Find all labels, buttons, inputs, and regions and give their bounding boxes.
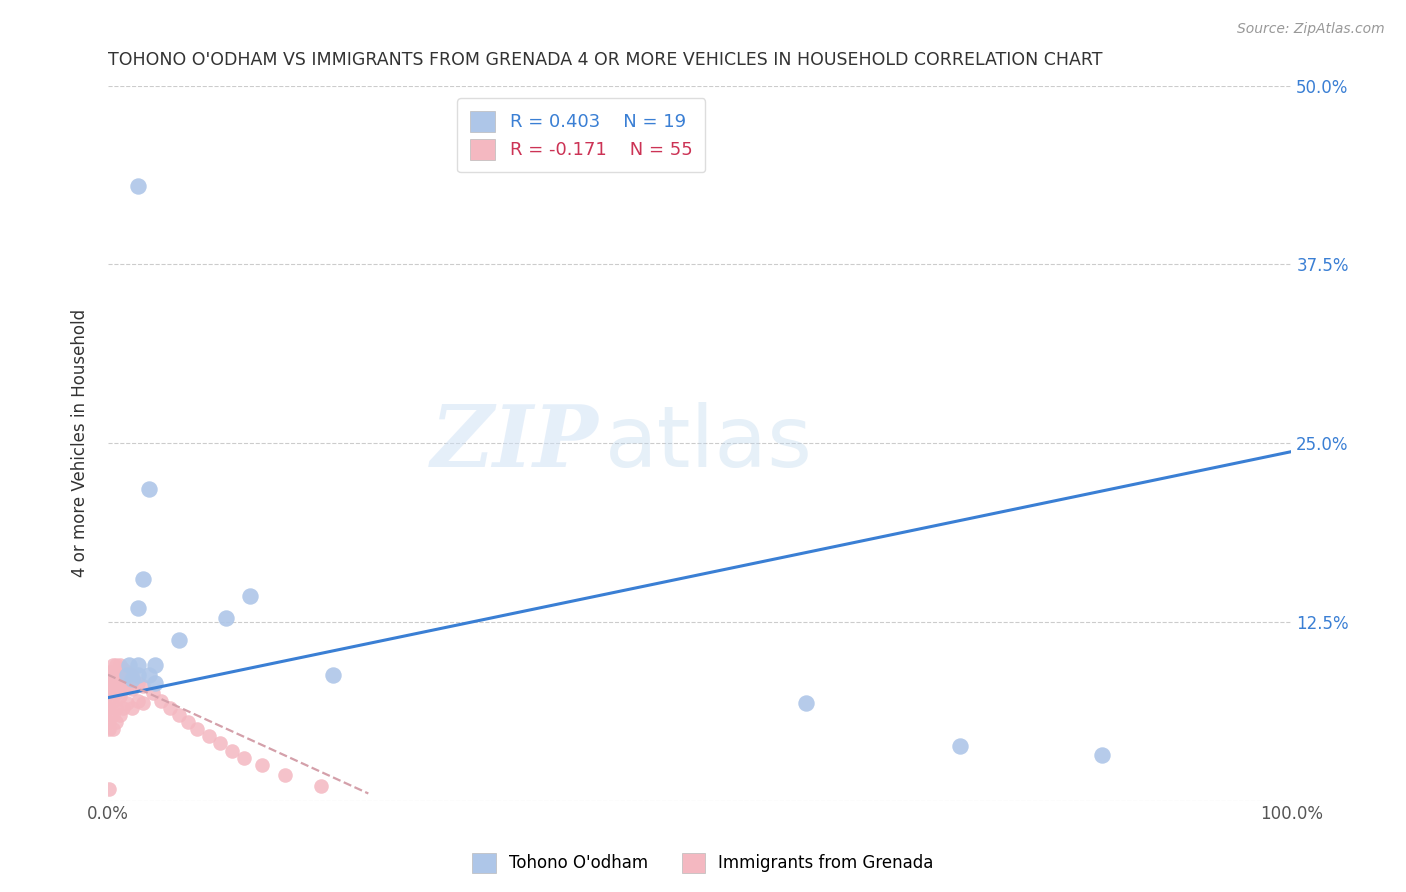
Point xyxy=(101,665,124,679)
Text: TOHONO O'ODHAM VS IMMIGRANTS FROM GRENADA 4 OR MORE VEHICLES IN HOUSEHOLD CORREL: TOHONO O'ODHAM VS IMMIGRANTS FROM GRENAD… xyxy=(108,51,1102,69)
Point xyxy=(98,679,121,693)
Point xyxy=(138,482,160,496)
Point xyxy=(167,633,190,648)
Point xyxy=(98,665,121,679)
Point xyxy=(98,693,121,707)
Point xyxy=(197,729,219,743)
Point xyxy=(143,676,166,690)
Point xyxy=(949,739,972,754)
Point xyxy=(177,714,200,729)
Point xyxy=(115,679,138,693)
Point xyxy=(98,707,121,722)
Point xyxy=(127,667,149,681)
Point xyxy=(322,667,344,681)
Point xyxy=(143,657,166,672)
Point xyxy=(105,676,128,690)
Point xyxy=(101,722,124,736)
Point xyxy=(105,714,128,729)
Y-axis label: 4 or more Vehicles in Household: 4 or more Vehicles in Household xyxy=(72,309,89,577)
Point xyxy=(115,665,138,679)
Point xyxy=(121,672,143,686)
Point xyxy=(108,690,131,704)
Point xyxy=(115,667,138,681)
Point xyxy=(98,782,121,797)
Legend: R = 0.403    N = 19, R = -0.171    N = 55: R = 0.403 N = 19, R = -0.171 N = 55 xyxy=(457,98,706,172)
Point xyxy=(215,610,238,624)
Point xyxy=(118,657,141,672)
Point xyxy=(101,707,124,722)
Point xyxy=(112,662,135,676)
Point xyxy=(121,700,143,714)
Point xyxy=(121,667,143,681)
Text: ZIP: ZIP xyxy=(432,401,599,485)
Point xyxy=(1091,747,1114,762)
Point xyxy=(105,700,128,714)
Point xyxy=(250,757,273,772)
Point xyxy=(127,657,149,672)
Legend: Tohono O'odham, Immigrants from Grenada: Tohono O'odham, Immigrants from Grenada xyxy=(465,847,941,880)
Point xyxy=(142,686,165,700)
Point xyxy=(132,679,155,693)
Point xyxy=(239,589,262,603)
Point xyxy=(112,681,135,696)
Point xyxy=(127,693,149,707)
Point xyxy=(115,697,138,711)
Point xyxy=(132,697,155,711)
Point xyxy=(127,600,149,615)
Point xyxy=(121,681,143,696)
Point xyxy=(150,693,173,707)
Point xyxy=(101,657,124,672)
Point xyxy=(105,667,128,681)
Point xyxy=(159,700,181,714)
Point xyxy=(105,686,128,700)
Point xyxy=(98,722,121,736)
Point xyxy=(108,707,131,722)
Point xyxy=(233,750,256,764)
Point xyxy=(112,672,135,686)
Point xyxy=(98,714,121,729)
Point xyxy=(309,780,332,794)
Point xyxy=(101,693,124,707)
Point xyxy=(108,676,131,690)
Text: atlas: atlas xyxy=(605,401,813,484)
Point xyxy=(209,736,232,750)
Text: Source: ZipAtlas.com: Source: ZipAtlas.com xyxy=(1237,22,1385,37)
Point xyxy=(98,700,121,714)
Point xyxy=(221,743,243,757)
Point xyxy=(112,700,135,714)
Point xyxy=(127,676,149,690)
Point xyxy=(167,707,190,722)
Point xyxy=(138,667,160,681)
Point xyxy=(105,657,128,672)
Point xyxy=(98,686,121,700)
Point xyxy=(108,667,131,681)
Point xyxy=(101,681,124,696)
Point xyxy=(98,672,121,686)
Point xyxy=(101,672,124,686)
Point xyxy=(186,722,208,736)
Point xyxy=(132,572,155,586)
Point xyxy=(127,178,149,193)
Point xyxy=(794,697,817,711)
Point xyxy=(274,768,297,782)
Point xyxy=(108,657,131,672)
